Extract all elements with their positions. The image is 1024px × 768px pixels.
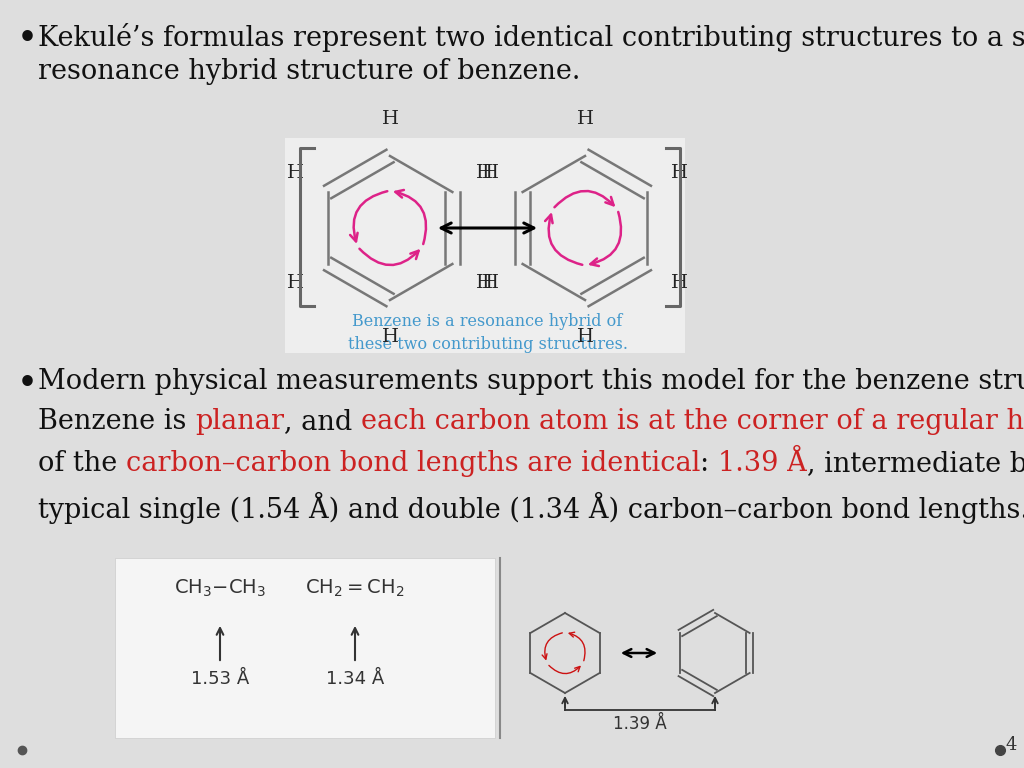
- Text: •: •: [18, 23, 37, 52]
- Text: CH$_2$$=$CH$_2$: CH$_2$$=$CH$_2$: [305, 578, 404, 599]
- Text: H: H: [476, 164, 494, 182]
- Text: H: H: [382, 329, 398, 346]
- Text: carbon–carbon bond lengths are identical: carbon–carbon bond lengths are identical: [126, 450, 700, 477]
- Text: H: H: [481, 164, 499, 182]
- Text: 4: 4: [1005, 736, 1017, 754]
- Text: CH$_3$$-$CH$_3$: CH$_3$$-$CH$_3$: [174, 578, 266, 599]
- Text: H: H: [382, 110, 398, 127]
- Text: resonance hybrid structure of benzene.: resonance hybrid structure of benzene.: [38, 58, 581, 85]
- Text: 1.39 Å: 1.39 Å: [613, 715, 667, 733]
- Text: •: •: [18, 368, 37, 397]
- Text: each carbon atom is at the corner of a regular hexagon: each carbon atom is at the corner of a r…: [360, 408, 1024, 435]
- Text: Benzene is a resonance hybrid of: Benzene is a resonance hybrid of: [352, 313, 623, 330]
- Text: Modern physical measurements support this model for the benzene structure.: Modern physical measurements support thi…: [38, 368, 1024, 395]
- Text: :: :: [700, 450, 718, 477]
- Text: these two contributing structures.: these two contributing structures.: [347, 336, 628, 353]
- Text: H: H: [672, 273, 688, 292]
- Text: 1.39 Å: 1.39 Å: [718, 450, 807, 477]
- Text: , and: , and: [284, 408, 360, 435]
- Bar: [115, 558, 495, 738]
- Text: Benzene is: Benzene is: [38, 408, 195, 435]
- Bar: [285, 138, 685, 353]
- Text: H: H: [577, 110, 594, 127]
- Text: planar: planar: [195, 408, 284, 435]
- Text: 1.34 Å: 1.34 Å: [326, 670, 384, 688]
- Text: H: H: [287, 273, 304, 292]
- Text: H: H: [481, 273, 499, 292]
- Text: 1.53 Å: 1.53 Å: [190, 670, 249, 688]
- Text: H: H: [476, 273, 494, 292]
- Text: H: H: [672, 164, 688, 182]
- Text: of the: of the: [38, 450, 126, 477]
- Text: typical single (1.54 Å) and double (1.34 Å) carbon–carbon bond lengths.: typical single (1.54 Å) and double (1.34…: [38, 492, 1024, 524]
- Text: Kekulé’s formulas represent two identical contributing structures to a single: Kekulé’s formulas represent two identica…: [38, 23, 1024, 52]
- Text: H: H: [287, 164, 304, 182]
- Text: H: H: [577, 329, 594, 346]
- Text: , intermediate between: , intermediate between: [807, 450, 1024, 477]
